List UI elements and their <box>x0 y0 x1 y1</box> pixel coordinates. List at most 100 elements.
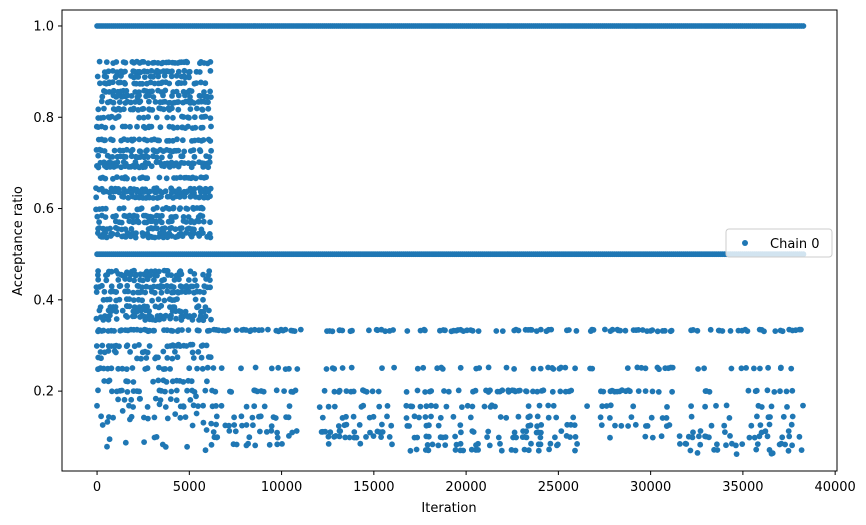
data-point <box>250 422 256 429</box>
data-point <box>174 136 180 143</box>
data-point <box>599 403 606 410</box>
data-point <box>228 389 235 395</box>
data-point <box>343 413 349 420</box>
data-point <box>94 402 100 409</box>
data-point <box>159 154 165 161</box>
data-point <box>351 429 358 435</box>
data-point <box>777 388 783 395</box>
y-axis-label: Acceptance ratio <box>11 186 26 296</box>
data-point <box>109 154 116 160</box>
data-point <box>104 419 111 425</box>
data-point <box>169 93 175 99</box>
data-point <box>206 159 213 166</box>
data-point <box>154 225 160 232</box>
data-point <box>225 327 232 333</box>
data-point <box>766 421 773 428</box>
data-point <box>343 421 350 428</box>
data-point <box>378 434 384 440</box>
data-point <box>469 327 476 334</box>
data-point <box>780 413 787 420</box>
data-point <box>335 423 342 429</box>
data-point <box>136 388 143 395</box>
data-point <box>644 423 651 429</box>
data-point <box>156 316 163 323</box>
data-point <box>169 105 175 112</box>
data-point <box>346 434 353 441</box>
data-point <box>173 387 180 394</box>
data-point <box>788 421 795 428</box>
data-point <box>617 327 624 334</box>
data-point <box>231 422 238 428</box>
data-point <box>207 234 214 241</box>
data-point <box>441 388 447 394</box>
data-point <box>131 313 138 320</box>
data-point <box>158 302 165 309</box>
data-point <box>426 422 432 429</box>
data-point <box>268 423 275 429</box>
data-point <box>537 434 544 441</box>
data-point <box>157 124 164 131</box>
data-point <box>337 428 344 434</box>
data-point <box>137 395 144 402</box>
data-point <box>200 218 207 225</box>
data-point <box>187 193 194 200</box>
data-point <box>708 422 715 429</box>
data-point <box>130 176 137 182</box>
data-point <box>200 419 207 426</box>
data-point <box>190 402 197 409</box>
data-point <box>785 428 792 434</box>
data-point <box>124 314 131 320</box>
data-point <box>357 440 364 447</box>
data-point <box>428 402 434 409</box>
data-point <box>416 414 422 421</box>
data-point <box>108 283 115 290</box>
data-point <box>537 441 544 448</box>
data-point <box>95 106 102 113</box>
data-point <box>193 80 200 86</box>
data-point <box>110 414 116 421</box>
data-point <box>109 137 116 144</box>
data-point <box>199 213 206 220</box>
data-point <box>687 447 694 454</box>
data-point <box>733 442 739 449</box>
data-point <box>435 422 442 429</box>
data-point <box>779 434 786 441</box>
data-point <box>174 124 181 131</box>
data-point <box>422 389 428 395</box>
data-point <box>286 403 293 409</box>
data-point <box>191 114 198 121</box>
data-point <box>148 123 155 130</box>
data-point <box>93 289 100 295</box>
data-point <box>628 414 635 420</box>
data-point <box>93 315 100 322</box>
data-point <box>150 378 157 385</box>
data-point <box>497 414 504 420</box>
data-point <box>263 429 270 435</box>
data-point <box>233 441 240 448</box>
y-tick-label: 0.4 <box>33 293 54 308</box>
data-point <box>183 219 190 225</box>
data-point <box>177 414 184 421</box>
data-point <box>407 447 414 454</box>
data-point <box>669 364 676 371</box>
data-point <box>100 317 107 323</box>
scatter-points-group <box>93 23 807 457</box>
data-point <box>101 148 108 154</box>
data-point <box>108 365 115 372</box>
data-point <box>612 422 618 429</box>
data-point <box>511 429 518 436</box>
data-point <box>189 422 196 429</box>
data-point <box>761 328 767 335</box>
data-point <box>274 429 280 436</box>
data-point <box>120 194 127 200</box>
data-point <box>475 447 481 453</box>
data-point <box>547 440 554 447</box>
data-point <box>120 205 127 212</box>
data-point <box>701 365 707 372</box>
data-point <box>475 328 482 334</box>
data-point <box>146 308 153 314</box>
data-point <box>122 123 129 130</box>
data-point <box>115 277 122 283</box>
data-point <box>195 403 201 409</box>
data-point <box>101 288 108 295</box>
